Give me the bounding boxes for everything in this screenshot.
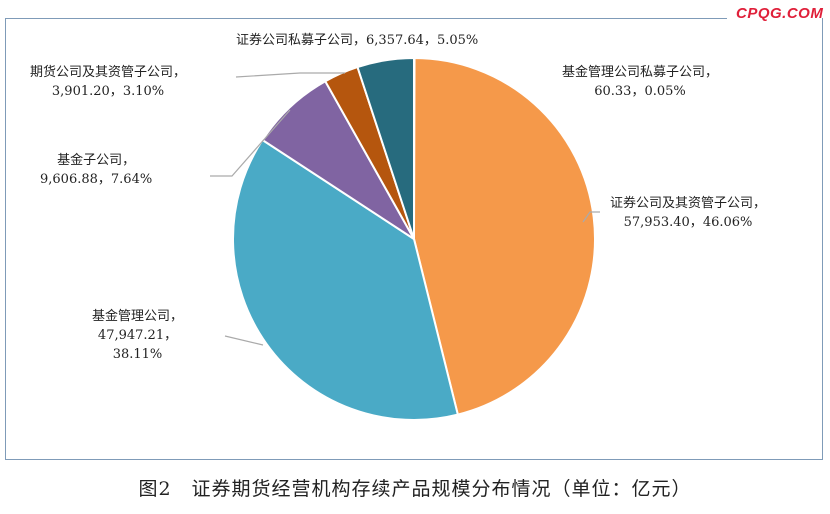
label-slice-4: 期货公司及其资管子公司， 3,901.20，3.10% xyxy=(30,65,187,99)
slice-name: 证券公司私募子公司 xyxy=(236,33,354,48)
slice-value: 47,947.21 xyxy=(97,328,165,343)
label-slice-3: 基金子公司， 9,606.88，7.64% xyxy=(40,153,153,187)
slice-value: 57,953.40 xyxy=(623,215,690,230)
slice-percent: 38.11% xyxy=(112,347,163,362)
pie-slice-5 xyxy=(356,56,415,240)
slice-percent: 3.10% xyxy=(122,84,165,99)
slice-name: 证券公司及其资管子公司 xyxy=(610,196,754,211)
leader-line xyxy=(224,335,264,346)
slice-percent: 46.06% xyxy=(702,215,753,230)
slice-percent: 5.05% xyxy=(436,33,479,48)
slice-value: 3,901.20 xyxy=(51,84,110,99)
slice-value: 9,606.88 xyxy=(40,172,98,187)
label-slice-1: 证券公司及其资管子公司， 57,953.40，46.06% xyxy=(610,196,767,230)
chart-frame xyxy=(5,18,823,460)
figure-caption: 图2 证券期货经营机构存续产品规模分布情况（单位：亿元） xyxy=(138,478,692,500)
pie-slice-2 xyxy=(232,138,460,421)
slice-name: 期货公司及其资管子公司 xyxy=(30,65,174,80)
slice-percent: 0.05% xyxy=(644,84,686,99)
frame-top-border xyxy=(5,18,727,19)
label-slice-5: 证券公司私募子公司，6,357.64，5.05% xyxy=(236,33,479,48)
label-slice-0: 基金管理公司私募子公司， 60.33，0.05% xyxy=(562,65,719,99)
slice-percent: 7.64% xyxy=(110,172,153,187)
watermark: CPQG.COM xyxy=(736,5,824,22)
slice-name: 基金管理公司 xyxy=(92,309,171,324)
slice-name: 基金管理公司私募子公司 xyxy=(562,65,706,80)
label-slice-2: 基金管理公司， 47,947.21， 38.11% xyxy=(92,309,184,362)
leader-line xyxy=(235,72,345,78)
pie-slice-1 xyxy=(412,56,596,416)
slice-value: 6,357.64 xyxy=(366,33,424,48)
leader-line xyxy=(582,211,600,223)
leader-line xyxy=(210,109,291,177)
slice-name: 基金子公司 xyxy=(57,153,123,168)
slice-value: 60.33 xyxy=(594,84,632,99)
